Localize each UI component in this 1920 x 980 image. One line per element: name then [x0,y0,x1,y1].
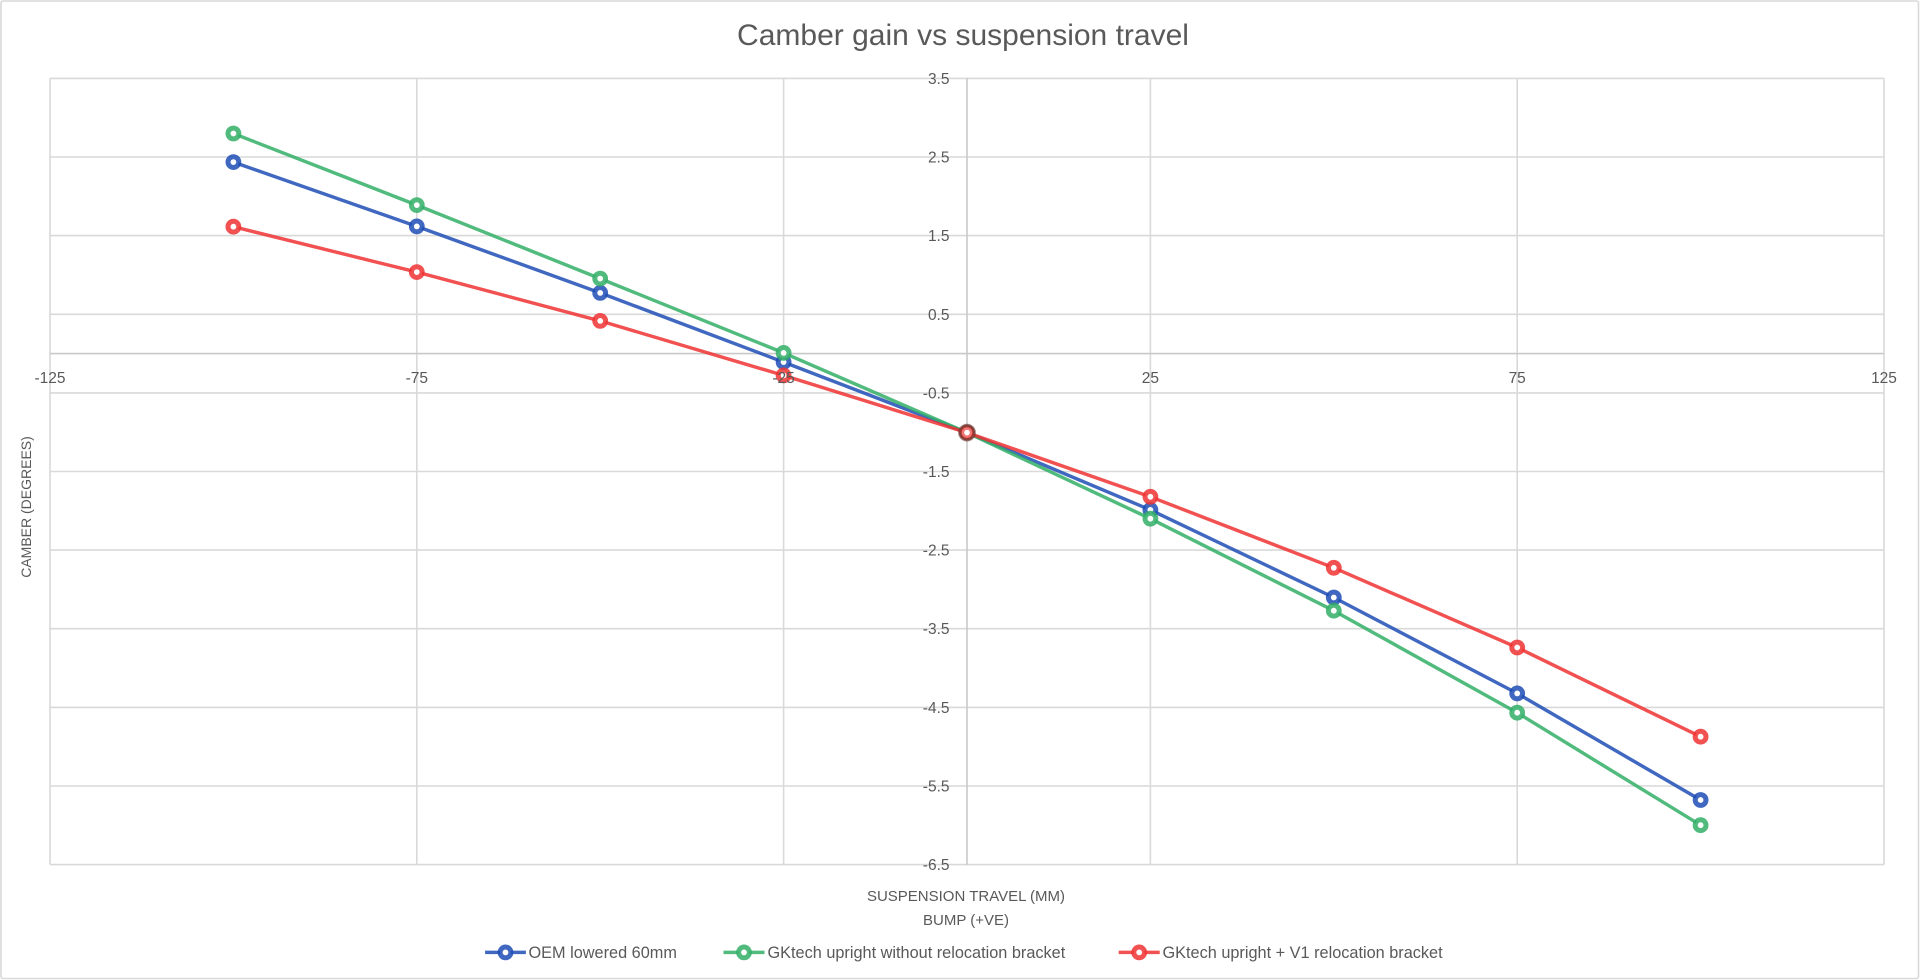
svg-text:25: 25 [1142,370,1159,387]
svg-text:1.5: 1.5 [928,228,950,245]
svg-text:-2.5: -2.5 [923,543,950,560]
svg-text:Camber gain vs suspension trav: Camber gain vs suspension travel [737,19,1189,52]
svg-text:0.5: 0.5 [928,307,950,324]
svg-text:2.5: 2.5 [928,150,950,167]
svg-text:-6.5: -6.5 [923,857,950,874]
svg-text:-3.5: -3.5 [923,621,950,638]
svg-text:-4.5: -4.5 [923,700,950,717]
svg-text:BUMP (+VE): BUMP (+VE) [923,912,1009,929]
svg-text:75: 75 [1509,370,1526,387]
svg-text:GKtech upright + V1 relocation: GKtech upright + V1 relocation bracket [1163,944,1444,962]
svg-text:-75: -75 [406,370,428,387]
svg-text:-1.5: -1.5 [923,464,950,481]
svg-text:GKtech upright without relocat: GKtech upright without relocation bracke… [768,944,1066,962]
svg-text:3.5: 3.5 [928,71,950,88]
svg-text:-0.5: -0.5 [923,385,950,402]
svg-text:SUSPENSION TRAVEL (MM): SUSPENSION TRAVEL (MM) [867,888,1065,905]
svg-text:CAMBER (DEGREES): CAMBER (DEGREES) [18,436,34,578]
svg-text:-25: -25 [772,370,794,387]
svg-text:125: 125 [1871,370,1897,387]
svg-text:-125: -125 [34,370,65,387]
svg-text:OEM lowered 60mm: OEM lowered 60mm [529,944,677,962]
svg-text:-5.5: -5.5 [923,779,950,796]
